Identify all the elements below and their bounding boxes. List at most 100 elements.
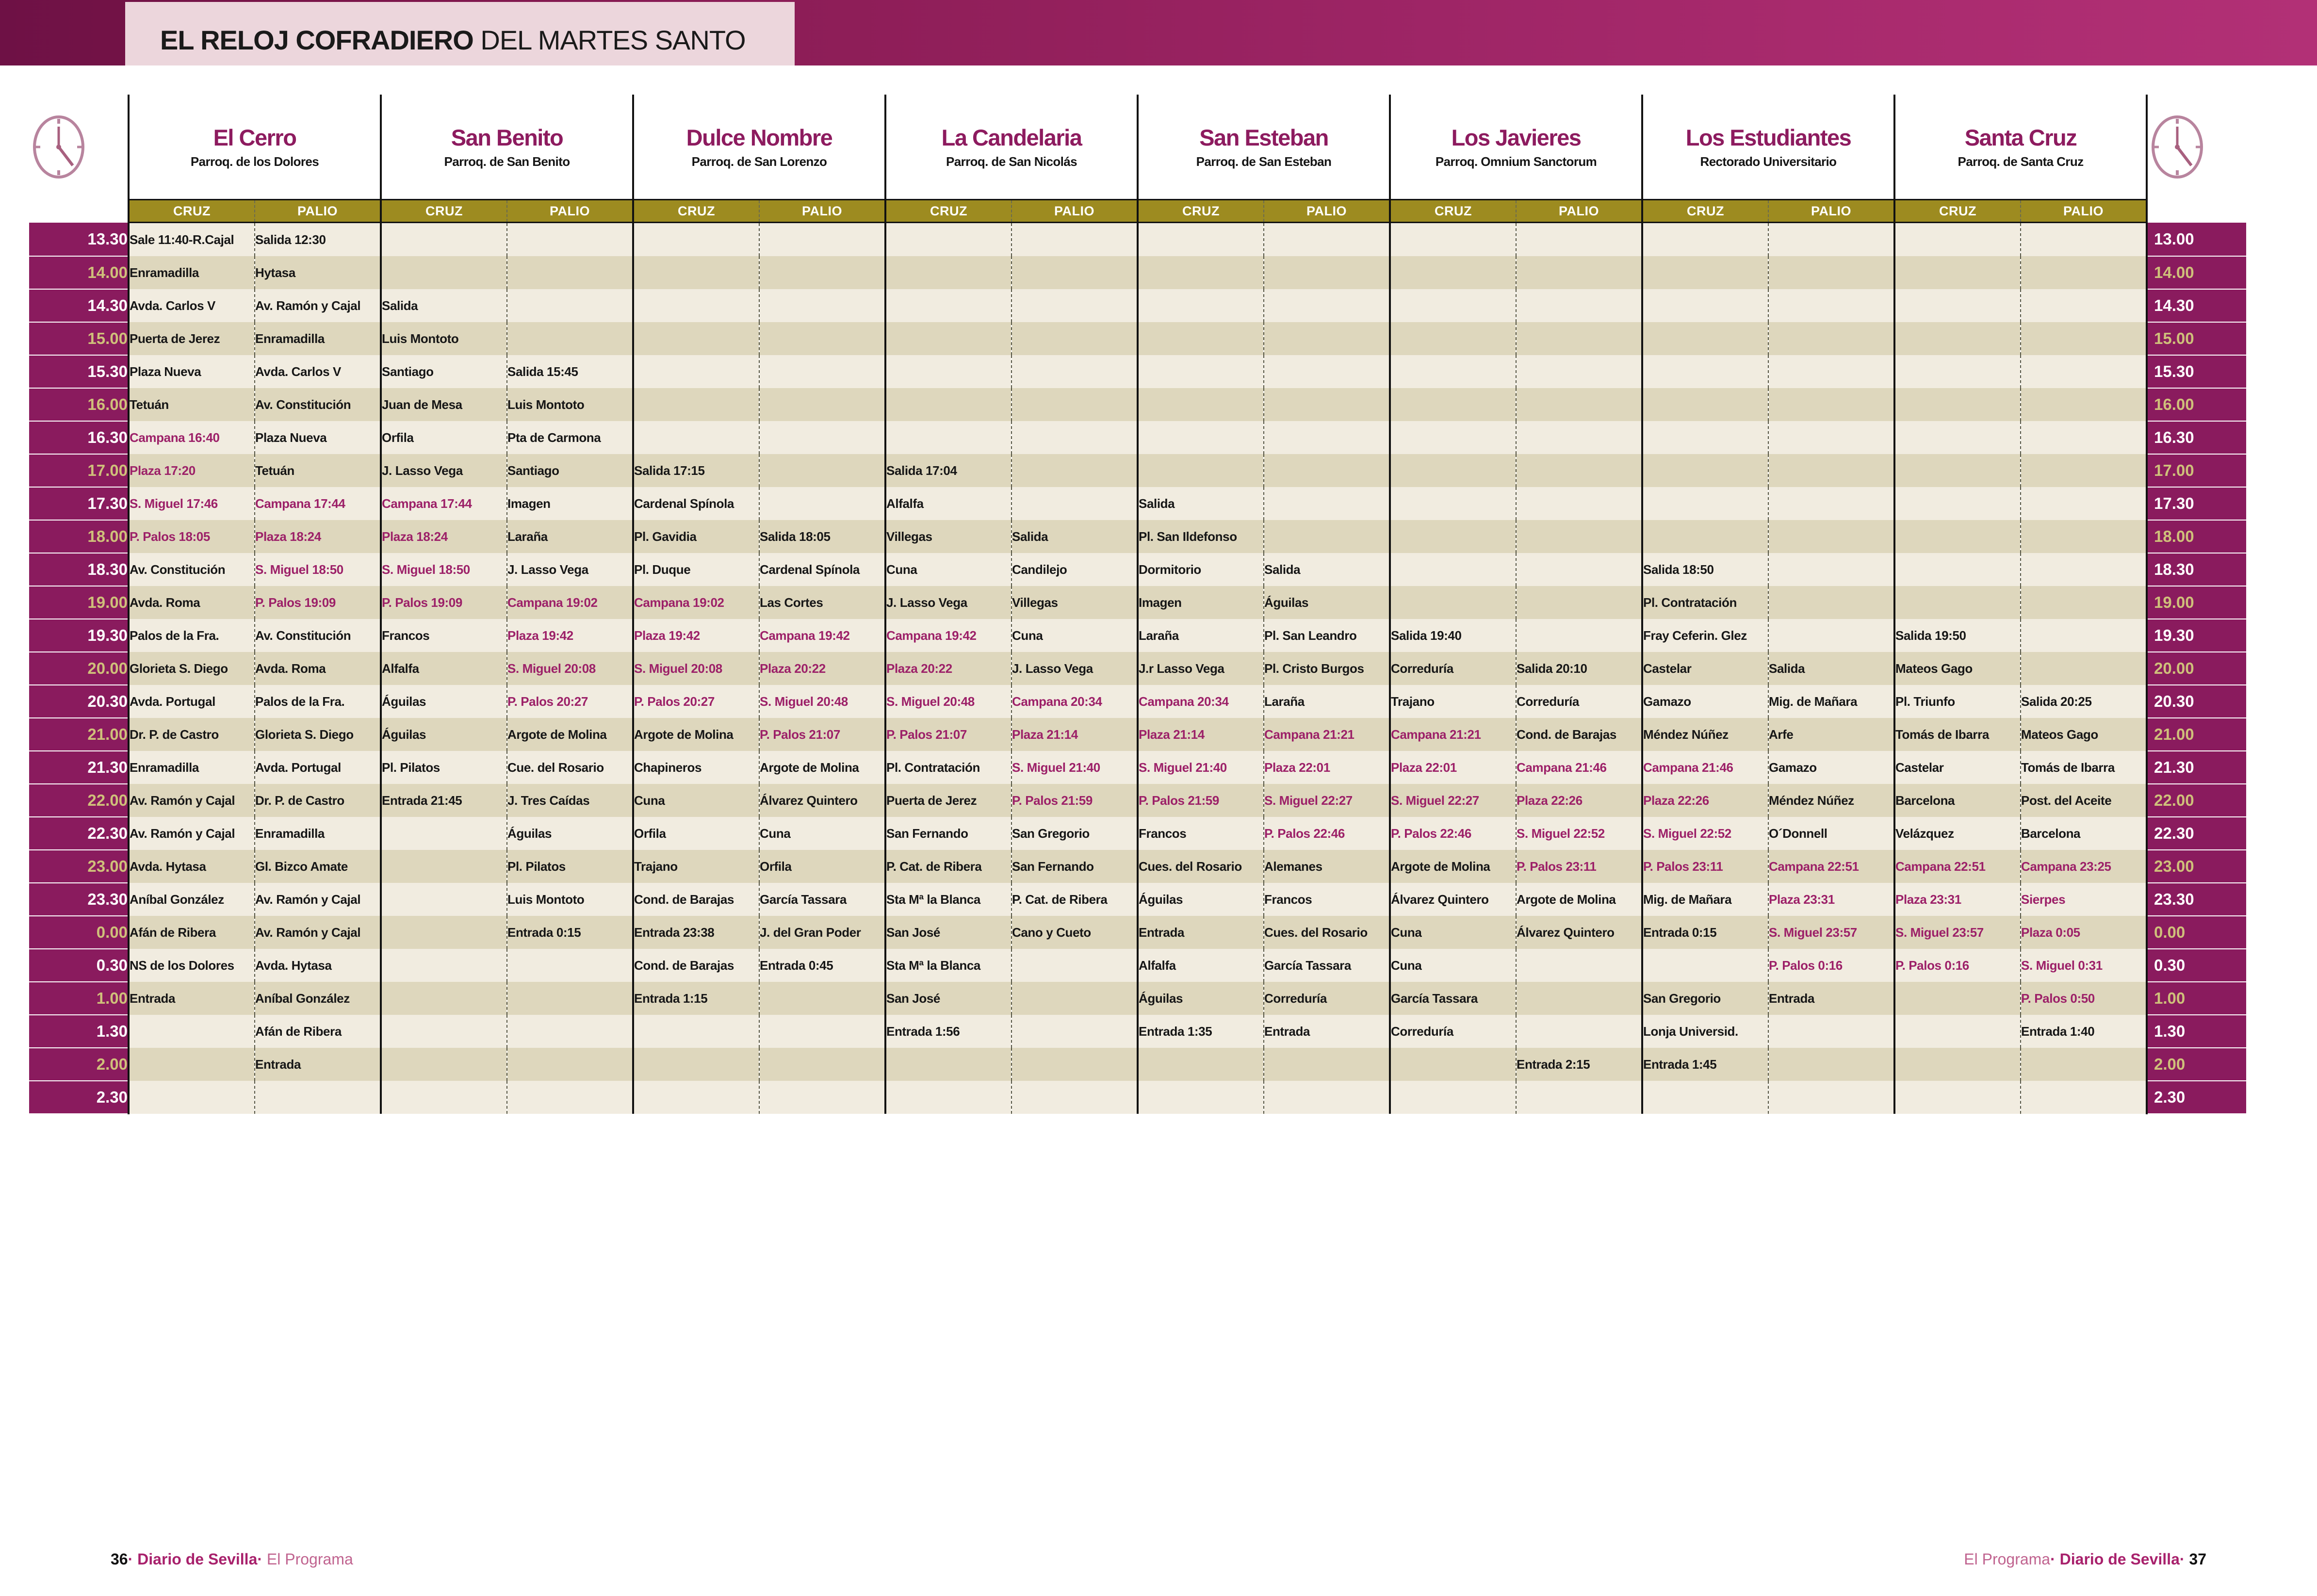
cell-text: Pta de Carmona [507, 430, 601, 445]
cell-text: San Fernando [886, 826, 968, 841]
schedule-cell-r9-c14 [1893, 520, 2021, 553]
time-left-10: 18.30 [29, 553, 129, 586]
schedule-cell-r19-c12: P. Palos 23:11 [1641, 850, 1768, 883]
schedule-cell-r2-c14 [1893, 289, 2021, 322]
schedule-cell-r25-c4 [632, 1048, 759, 1081]
schedule-cell-r15-c11: Cond. de Barajas [1516, 718, 1643, 751]
schedule-cell-r23-c7 [1011, 982, 1139, 1015]
cell-text: Orfila [760, 859, 792, 874]
cell-text: Sierpes [2021, 892, 2066, 907]
schedule-cell-r24-c12: Lonja Universid. [1641, 1015, 1768, 1048]
cell-text: Salida 18:50 [1643, 562, 1714, 577]
schedule-cell-r15-c3: Argote de Molina [506, 718, 634, 751]
cell-text: S. Miguel 22:27 [1391, 793, 1479, 808]
time-right-22: 0.30 [2147, 949, 2246, 982]
cell-text: Correduría [1391, 661, 1453, 676]
schedule-cell-r0-c4 [632, 222, 759, 256]
schedule-cell-r12-c8: Laraña [1137, 619, 1264, 652]
schedule-cell-r0-c14 [1893, 222, 2021, 256]
time-right-1: 14.00 [2147, 256, 2246, 290]
schedule-cell-r5-c14 [1893, 388, 2021, 421]
cell-text: Mig. de Mañara [1643, 892, 1732, 907]
cell-text: Cardenal Spínola [760, 562, 860, 577]
cell-text: Plaza 19:42 [507, 628, 573, 643]
cell-text: Avda. Hytasa [130, 859, 206, 874]
cell-text: Avda. Roma [255, 661, 326, 676]
schedule-cell-r20-c8: Águilas [1137, 883, 1264, 916]
cell-text: P. Palos 0:16 [1895, 958, 1969, 973]
schedule-cell-r12-c13 [1768, 619, 1895, 652]
schedule-cell-r9-c10 [1389, 520, 1516, 553]
schedule-cell-r25-c7 [1011, 1048, 1139, 1081]
cell-text: Salida 12:30 [255, 232, 326, 247]
schedule-cell-r3-c5 [759, 322, 886, 355]
table-row: 0.30 NS de los Dolores Avda. Hytasa Cond. d… [29, 949, 2246, 982]
schedule-cell-r26-c15 [2020, 1081, 2148, 1114]
footer-left-brand: Diario de Sevilla [137, 1550, 258, 1568]
cell-text: Palos de la Fra. [130, 628, 219, 643]
schedule-cell-r17-c3: J. Tres Caídas [506, 784, 634, 817]
schedule-cell-r4-c6 [884, 355, 1012, 388]
cell-text: Cuna [1012, 628, 1043, 643]
schedule-cell-r15-c13: Arfe [1768, 718, 1895, 751]
time-left-7: 17.00 [29, 454, 129, 488]
cell-text: P. Palos 23:11 [1517, 859, 1597, 874]
schedule-cell-r1-c3 [506, 256, 634, 289]
cell-text: Salida 18:05 [760, 529, 831, 544]
schedule-cell-r20-c3: Luis Montoto [506, 883, 634, 916]
cell-text: Cue. del Rosario [507, 760, 604, 775]
schedule-cell-r3-c4 [632, 322, 759, 355]
cell-text: Avda. Carlos V [255, 364, 341, 379]
cell-text: S. Miguel 20:48 [760, 694, 848, 709]
schedule-cell-r25-c9 [1263, 1048, 1391, 1081]
cell-text: Campana 21:21 [1391, 727, 1481, 742]
schedule-cell-r10-c10 [1389, 553, 1516, 586]
time-right-9: 18.00 [2147, 520, 2246, 554]
cell-text: Imagen [1139, 595, 1182, 610]
cell-text: Salida 19:40 [1391, 628, 1462, 643]
schedule-cell-r2-c3 [506, 289, 634, 322]
cell-text: Salida [1012, 529, 1048, 544]
schedule-cell-r21-c1: Av. Ramón y Cajal [254, 916, 382, 949]
schedule-cell-r16-c3: Cue. del Rosario [506, 751, 634, 784]
schedule-cell-r16-c1: Avda. Portugal [254, 751, 382, 784]
schedule-cell-r15-c2: Águilas [380, 718, 507, 751]
cell-text: Argote de Molina [1391, 859, 1490, 874]
schedule-cell-r2-c5 [759, 289, 886, 322]
schedule-cell-r6-c14 [1893, 421, 2021, 454]
schedule-cell-r8-c9 [1263, 487, 1391, 520]
cell-text: Campana 21:46 [1643, 760, 1733, 775]
cell-text: J. del Gran Poder [760, 925, 861, 940]
cell-text: Plaza 21:14 [1139, 727, 1205, 742]
cell-text: Glorieta S. Diego [255, 727, 354, 742]
time-right-11: 19.00 [2147, 586, 2246, 619]
schedule-cell-r11-c8: Imagen [1137, 586, 1264, 619]
subheader-cruz-2: CRUZ [632, 199, 759, 223]
schedule-cell-r15-c1: Glorieta S. Diego [254, 718, 382, 751]
cell-text: Gl. Bizco Amate [255, 859, 348, 874]
schedule-cell-r6-c8 [1137, 421, 1264, 454]
schedule-cell-r16-c5: Argote de Molina [759, 751, 886, 784]
cell-text: Pl. San Ildefonso [1139, 529, 1237, 544]
schedule-cell-r19-c4: Trajano [632, 850, 759, 883]
schedule-cell-r11-c4: Campana 19:02 [632, 586, 759, 619]
cell-text: Correduría [1264, 991, 1327, 1006]
cell-text: Plaza 20:22 [760, 661, 826, 676]
time-right-6: 16.30 [2147, 421, 2246, 455]
cell-text: Laraña [507, 529, 548, 544]
cell-text: Salida 20:25 [2021, 694, 2092, 709]
schedule-cell-r9-c3: Laraña [506, 520, 634, 553]
schedule-cell-r0-c8 [1137, 222, 1264, 256]
schedule-cell-r6-c9 [1263, 421, 1391, 454]
schedule-cell-r6-c0: Campana 16:40 [128, 421, 255, 454]
schedule-cell-r24-c10: Correduría [1389, 1015, 1516, 1048]
schedule-cell-r4-c10 [1389, 355, 1516, 388]
schedule-cell-r26-c9 [1263, 1081, 1391, 1114]
cell-text: Entrada 0:15 [1643, 925, 1717, 940]
brotherhood-name: San Benito [451, 124, 564, 150]
schedule-cell-r4-c8 [1137, 355, 1264, 388]
cell-text: Entrada 1:15 [634, 991, 708, 1006]
schedule-cell-r13-c14: Mateos Gago [1893, 652, 2021, 685]
cell-text: Mateos Gago [2021, 727, 2098, 742]
schedule-cell-r24-c9: Entrada [1263, 1015, 1391, 1048]
